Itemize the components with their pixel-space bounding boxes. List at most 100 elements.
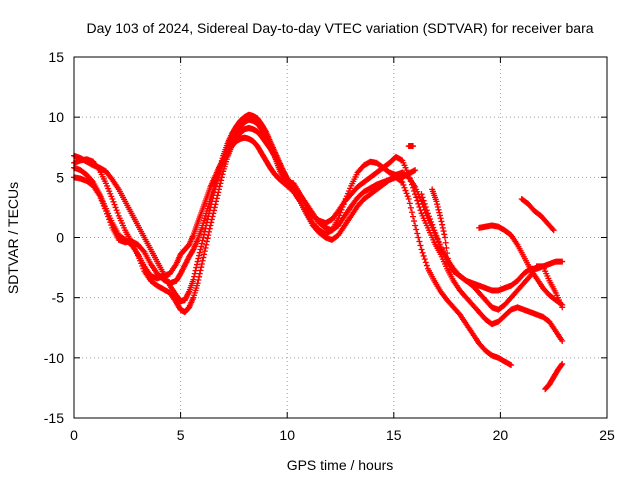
data-point [402, 187, 409, 194]
data-point [403, 190, 410, 197]
data-point [214, 192, 221, 199]
data-point [109, 195, 116, 202]
data-point [113, 207, 120, 214]
data-point [407, 204, 414, 211]
data-point [209, 213, 216, 220]
data-point [213, 198, 220, 205]
data-point [413, 194, 420, 201]
data-point [198, 264, 205, 271]
data-point [550, 227, 557, 234]
data-point [444, 250, 451, 257]
data-point [200, 254, 207, 261]
data-point [435, 206, 442, 213]
data-point [111, 201, 118, 208]
data-point [420, 252, 427, 259]
data-point [414, 230, 421, 237]
data-point [404, 193, 411, 200]
data-point [211, 204, 218, 211]
data-point [412, 222, 419, 229]
data-point [425, 213, 432, 220]
x-tick-label: 5 [177, 427, 185, 443]
data-point [401, 184, 408, 191]
data-point [418, 191, 425, 198]
data-point [558, 301, 565, 308]
data-point [409, 213, 416, 220]
data-point [112, 204, 119, 211]
data-point [559, 337, 566, 344]
data-point [398, 178, 405, 185]
data-point [194, 258, 201, 265]
data-point [406, 200, 413, 207]
data-point [441, 234, 448, 241]
data-point [400, 181, 407, 188]
data-point [208, 219, 215, 226]
x-tick-label: 25 [599, 427, 615, 443]
y-tick-label: 0 [56, 230, 64, 246]
data-point [196, 252, 203, 259]
data-point [215, 189, 222, 196]
data-point [409, 143, 416, 150]
data-point [208, 216, 215, 223]
data-point [421, 256, 428, 263]
plot-frame [73, 56, 608, 419]
data-point [199, 257, 206, 264]
data-point [434, 235, 441, 242]
data-point [446, 265, 453, 272]
axis-ticks: 0 5 10 15 20 25 15 10 5 0 -5 -10 -15 [44, 49, 615, 443]
data-point [434, 201, 441, 208]
data-point [206, 225, 213, 232]
data-point [204, 235, 211, 242]
data-point [424, 210, 431, 217]
series-day-7 [518, 195, 557, 234]
data-point [414, 197, 421, 204]
data-point [431, 227, 438, 234]
data-point [195, 277, 202, 284]
x-tick-label: 10 [279, 427, 295, 443]
data-point [422, 204, 429, 211]
data-point [434, 204, 441, 211]
data-point [110, 198, 117, 205]
data-point [418, 246, 425, 253]
data-point [430, 224, 437, 231]
data-point [437, 215, 444, 222]
data-point [444, 255, 451, 262]
data-point [196, 270, 203, 277]
data-point [429, 221, 436, 228]
data-point [433, 232, 440, 239]
data-point [423, 207, 430, 214]
data-point [419, 194, 426, 201]
x-tick-label: 0 [70, 427, 78, 443]
series-day-9 [405, 143, 416, 150]
series-day-1 [71, 111, 419, 305]
data-point [411, 218, 418, 225]
data-point [439, 221, 446, 228]
data-point [203, 238, 210, 245]
data-point [428, 218, 435, 225]
data-point [206, 228, 213, 235]
data-point [420, 197, 427, 204]
data-point [194, 280, 201, 287]
data-point [439, 224, 446, 231]
data-point [427, 216, 434, 223]
data-point [423, 262, 430, 269]
data-point [422, 259, 429, 266]
series-day-10 [429, 186, 453, 272]
data-point [435, 238, 442, 245]
data-point [443, 244, 450, 251]
data-point [412, 167, 419, 174]
series-day-6 [476, 222, 566, 308]
series-day-8 [542, 360, 566, 393]
data-point [202, 244, 209, 251]
data-point [198, 260, 205, 267]
data-point [413, 226, 420, 233]
data-point [399, 179, 406, 186]
data-point [114, 210, 121, 217]
grid [74, 57, 607, 418]
y-tick-label: 15 [48, 49, 64, 65]
y-tick-label: 10 [48, 109, 64, 125]
data-point [201, 248, 208, 255]
data-point [432, 230, 439, 237]
data-point [417, 242, 424, 249]
data-point [89, 177, 96, 184]
